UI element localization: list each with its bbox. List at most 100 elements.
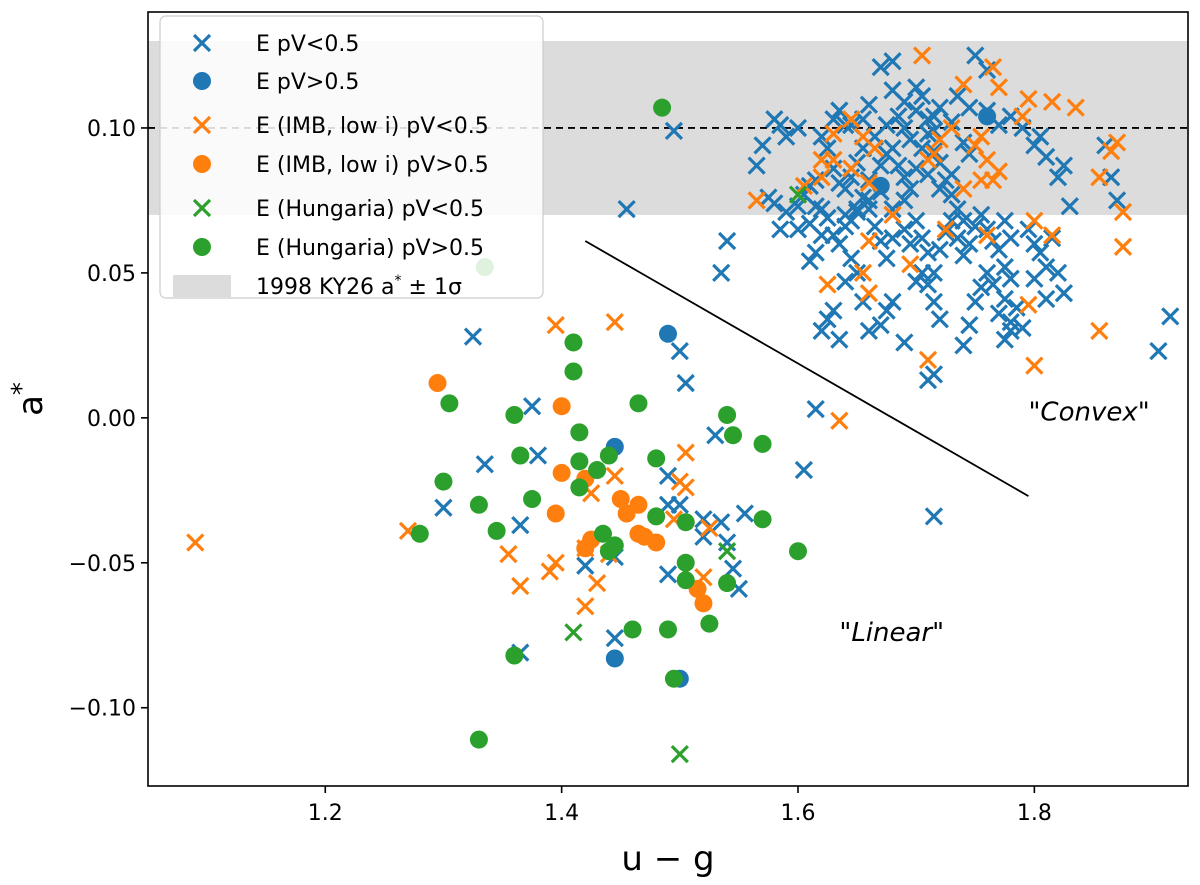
x-tick-label: 1.2 <box>308 801 343 826</box>
data-point <box>824 110 843 129</box>
data-point-stroke <box>847 202 867 222</box>
data-point <box>570 478 589 497</box>
data-point-stroke <box>936 220 955 239</box>
data-point <box>853 127 873 146</box>
data-point <box>836 272 855 291</box>
data-point <box>570 423 589 442</box>
data-point-stroke <box>1031 127 1050 146</box>
data-point <box>735 504 754 523</box>
data-point <box>847 263 867 283</box>
data-point-stroke <box>771 220 790 239</box>
data-point <box>989 162 1009 181</box>
data-point <box>978 107 997 126</box>
data-point <box>771 115 790 135</box>
data-point <box>800 252 819 271</box>
data-point <box>1037 289 1056 309</box>
data-point-stroke <box>960 234 979 254</box>
data-point <box>434 472 453 491</box>
data-point <box>570 452 589 471</box>
data-point-stroke <box>859 173 879 193</box>
data-point <box>1001 321 1020 341</box>
data-point <box>936 223 955 242</box>
data-point <box>930 98 949 117</box>
data-point-stroke <box>830 411 849 430</box>
data-point-stroke <box>918 350 938 369</box>
data-point <box>469 495 488 514</box>
data-point-stroke <box>907 101 926 120</box>
data-point-stroke <box>1037 147 1056 167</box>
legend-label: E (Hungaria) pV>0.5 <box>256 236 484 261</box>
data-point-stroke <box>901 234 920 254</box>
data-point <box>676 553 695 572</box>
data-point <box>1054 156 1074 175</box>
data-point <box>676 513 695 532</box>
data-point <box>812 168 831 187</box>
data-point-stroke <box>712 513 731 532</box>
data-point <box>659 324 677 343</box>
data-point <box>954 246 973 265</box>
data-point-stroke <box>1037 289 1056 309</box>
data-point-stroke <box>1054 284 1074 303</box>
data-point-stroke <box>564 623 583 642</box>
data-point-stroke <box>747 156 766 175</box>
data-point-stroke <box>1019 89 1038 109</box>
data-point-stroke <box>883 205 902 225</box>
data-point <box>1001 269 1020 288</box>
data-point <box>1031 243 1050 262</box>
data-point <box>901 234 920 254</box>
data-point-stroke <box>1001 321 1020 341</box>
data-point-stroke <box>995 330 1014 349</box>
data-point-stroke <box>717 542 737 561</box>
data-point <box>771 220 790 239</box>
data-point <box>1060 197 1079 216</box>
data-point-stroke <box>676 373 695 393</box>
data-point <box>658 466 678 485</box>
data-point <box>1001 228 1020 248</box>
data-point-stroke <box>853 263 873 283</box>
data-point-stroke <box>859 284 879 303</box>
data-point <box>599 446 618 465</box>
data-point-stroke <box>942 165 961 184</box>
data-point-stroke <box>1007 298 1026 317</box>
legend-marker <box>192 115 212 135</box>
data-point <box>871 315 890 335</box>
data-point <box>564 333 583 352</box>
data-point <box>718 574 737 593</box>
data-point-stroke <box>930 98 949 117</box>
data-point-stroke <box>771 115 790 135</box>
y-axis-label: a* <box>7 382 51 416</box>
data-point <box>676 571 695 590</box>
data-point-stroke <box>1019 295 1038 314</box>
data-point-stroke <box>918 165 938 184</box>
data-point-stroke <box>694 510 713 529</box>
data-point <box>924 142 944 161</box>
data-point <box>865 217 884 236</box>
data-point-stroke <box>883 292 902 312</box>
data-point-stroke <box>676 443 695 462</box>
data-point-stroke <box>912 228 932 248</box>
data-point <box>706 426 725 445</box>
data-point-stroke <box>912 86 932 106</box>
data-point <box>1025 211 1044 230</box>
data-point <box>505 646 524 665</box>
data-point <box>588 461 607 480</box>
data-point <box>842 159 861 178</box>
legend-label-reference: 1998 KY26 a* ± 1σ <box>256 273 462 300</box>
data-point-stroke <box>1054 156 1074 175</box>
data-point <box>617 199 636 219</box>
data-point-stroke <box>717 231 737 251</box>
data-point <box>777 202 796 222</box>
data-point <box>647 533 666 552</box>
data-point <box>954 75 973 94</box>
data-point <box>966 292 985 312</box>
data-point <box>942 211 961 230</box>
data-point-stroke <box>777 202 796 222</box>
data-point-stroke <box>989 162 1009 181</box>
data-point-stroke <box>895 168 914 187</box>
data-point <box>694 527 713 546</box>
data-point <box>552 463 571 482</box>
data-point-stroke <box>794 460 814 480</box>
data-point <box>924 107 944 126</box>
data-point-stroke <box>700 518 719 538</box>
data-point <box>924 292 944 312</box>
